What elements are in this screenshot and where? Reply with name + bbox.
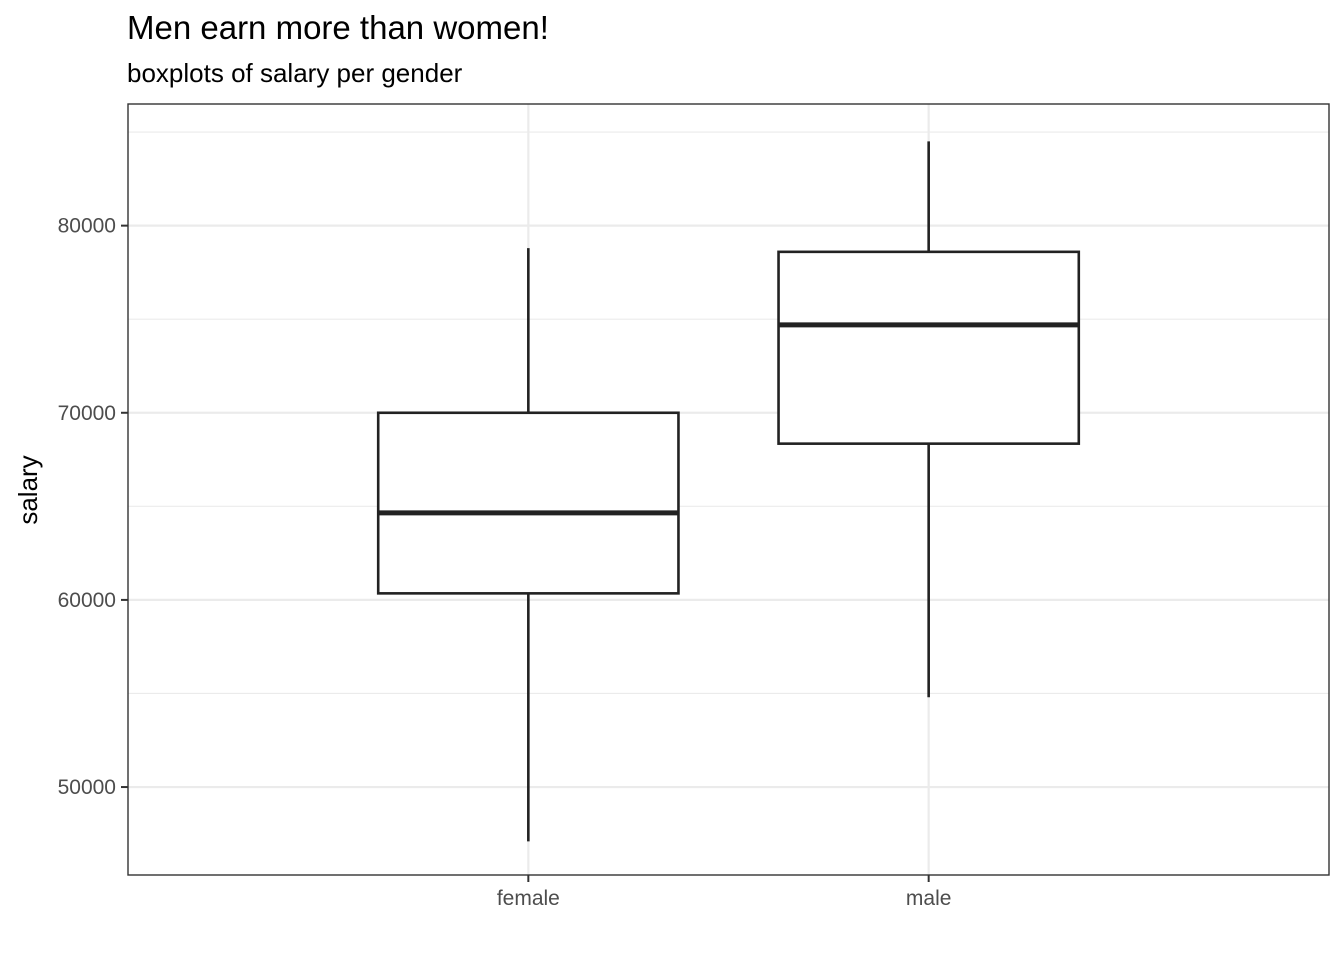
grid [128,104,1329,875]
interquartile-box [376,411,680,595]
panel-border [127,103,1330,876]
y-tick-label: 70000 [58,402,116,425]
x-tick-label-male: male [906,887,952,910]
y-tick-label: 50000 [58,776,116,799]
axes: 50000 60000 70000 80000 female male [58,215,952,910]
y-tick-label: 80000 [58,215,116,238]
y-axis-title: salary [13,455,43,524]
chart-title: Men earn more than women! [127,9,549,46]
chart-subtitle: boxplots of salary per gender [127,58,463,88]
boxplot-male [777,141,1081,698]
interquartile-box [777,250,1081,445]
y-tick-label: 60000 [58,589,116,612]
x-tick-label-female: female [497,887,560,910]
boxplots [376,141,1081,842]
boxplot-female [376,248,680,842]
